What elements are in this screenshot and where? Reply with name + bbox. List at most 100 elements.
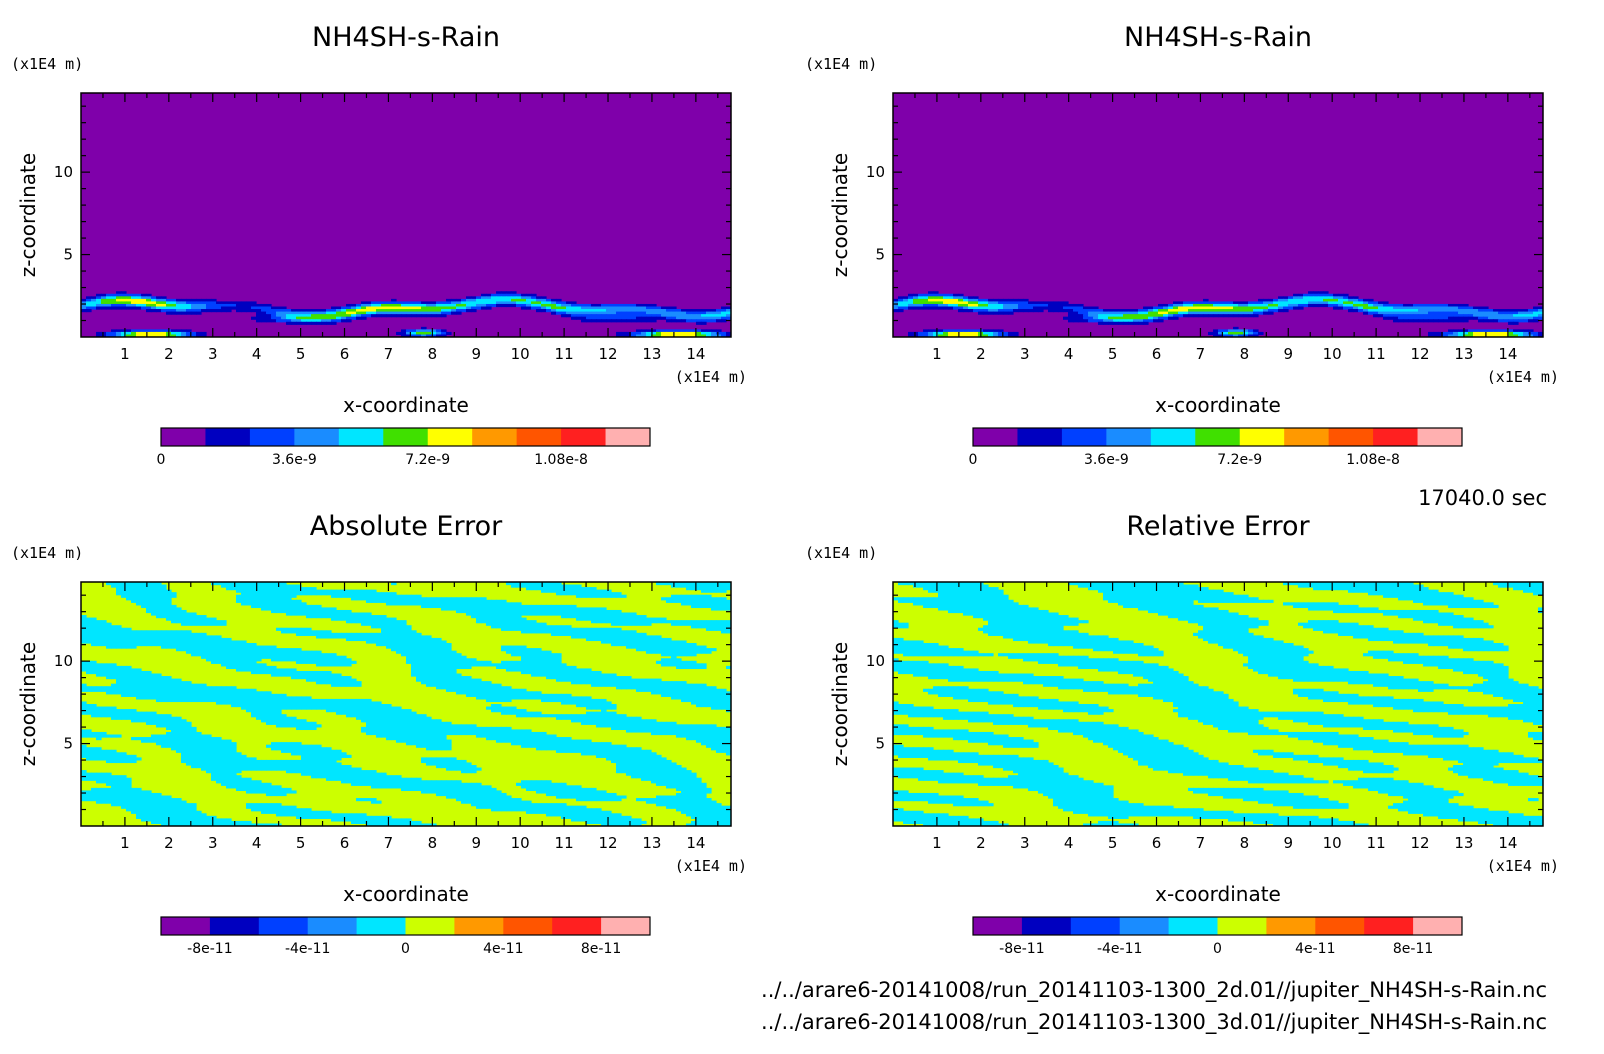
colorbar-swatch	[1195, 428, 1241, 446]
heatmap-cell	[486, 622, 492, 626]
heatmap-cell	[1033, 306, 1039, 310]
heatmap-cell	[271, 594, 277, 598]
heatmap-cell	[401, 306, 407, 310]
heatmap-cell	[606, 311, 612, 315]
heatmap-cell	[251, 660, 257, 664]
heatmap-cell	[1383, 303, 1389, 308]
heatmap-cell	[963, 303, 969, 308]
heatmap-cell	[1533, 309, 1539, 313]
heatmap-cell	[381, 632, 387, 636]
heatmap-cell	[546, 630, 552, 634]
heatmap-cell	[371, 704, 377, 708]
heatmap-cell	[181, 301, 187, 305]
heatmap-cell	[581, 587, 587, 591]
heatmap-cell	[661, 597, 667, 601]
heatmap-cell	[431, 309, 437, 313]
heatmap-cell	[1468, 311, 1474, 315]
heatmap-cell	[461, 602, 467, 606]
heatmap-cell	[331, 681, 337, 685]
heatmap-cell	[481, 609, 487, 614]
heatmap-cell	[281, 627, 287, 631]
heatmap-cell	[441, 607, 447, 611]
heatmap-cell	[1473, 309, 1479, 313]
heatmap-cell	[391, 298, 397, 303]
heatmap-cell	[81, 298, 87, 303]
heatmap-cell	[211, 635, 217, 639]
heatmap-cell	[1528, 319, 1534, 323]
heatmap-cell	[416, 594, 422, 598]
heatmap-cell	[686, 584, 692, 588]
heatmap-cell	[1048, 303, 1054, 308]
heatmap-cell	[121, 331, 127, 336]
heatmap-cell	[621, 306, 627, 310]
heatmap-cell	[91, 306, 97, 310]
heatmap-cell	[406, 306, 412, 310]
heatmap-cell	[156, 696, 162, 700]
heatmap-cell	[576, 678, 582, 682]
heatmap-cell	[656, 329, 662, 333]
heatmap-cell	[511, 622, 517, 626]
heatmap-cell	[216, 301, 222, 305]
heatmap-cell	[1013, 309, 1019, 313]
heatmap-cell	[86, 637, 92, 642]
heatmap-cell	[401, 653, 407, 657]
heatmap-cell	[346, 592, 352, 596]
heatmap-cell	[296, 311, 302, 315]
heatmap-cell	[1413, 316, 1419, 320]
heatmap-cell	[576, 681, 582, 685]
heatmap-cell	[266, 655, 272, 659]
heatmap-cell	[156, 584, 162, 588]
heatmap-cell	[521, 670, 527, 675]
x-tick-label: 4	[1064, 345, 1074, 363]
heatmap-cell	[446, 683, 452, 687]
heatmap-cell	[586, 630, 592, 634]
heatmap-cell	[316, 311, 322, 315]
heatmap-cell	[456, 607, 462, 611]
heatmap-cell	[451, 607, 457, 611]
heatmap-cell	[521, 648, 527, 652]
heatmap-cell	[531, 612, 537, 616]
heatmap-cell	[601, 698, 607, 703]
heatmap-cell	[496, 607, 502, 611]
heatmap-cell	[201, 650, 207, 654]
heatmap-cell	[596, 620, 602, 624]
heatmap-cell	[581, 696, 587, 700]
heatmap-cell	[476, 303, 482, 308]
heatmap-cell	[571, 311, 577, 315]
heatmap-cell	[356, 311, 362, 315]
heatmap-cell	[983, 334, 989, 337]
heatmap-cell	[266, 319, 272, 323]
heatmap-cell	[171, 592, 177, 596]
heatmap-cell	[958, 296, 964, 300]
heatmap-cell	[1208, 301, 1214, 305]
heatmap-cell	[321, 309, 327, 313]
heatmap-cell	[1528, 334, 1534, 337]
x-unit-label: (x1E4 m)	[675, 857, 747, 875]
heatmap-cell	[271, 696, 277, 700]
heatmap-cell	[566, 584, 572, 588]
heatmap-cell	[246, 309, 252, 313]
heatmap-cell	[1158, 316, 1164, 320]
heatmap-cell	[211, 306, 217, 310]
heatmap-cell	[1353, 301, 1359, 305]
heatmap-cell	[626, 676, 632, 680]
heatmap-cell	[401, 630, 407, 634]
heatmap-cell	[1123, 314, 1129, 318]
heatmap-cell	[1278, 301, 1284, 305]
heatmap-cell	[666, 582, 672, 586]
heatmap-cell	[938, 331, 944, 336]
heatmap-cell	[91, 301, 97, 305]
heatmap-cell	[136, 688, 142, 692]
heatmap-cell	[376, 643, 382, 647]
y-tick-label: 5	[875, 246, 885, 264]
heatmap-cell	[356, 615, 362, 619]
heatmap-cell	[301, 670, 307, 675]
heatmap-cell	[586, 615, 592, 619]
heatmap-cell	[216, 306, 222, 310]
heatmap-cell	[486, 303, 492, 308]
heatmap-cell	[191, 301, 197, 305]
heatmap-cell	[511, 648, 517, 652]
heatmap-cell	[246, 698, 252, 703]
heatmap-cell	[948, 329, 954, 333]
heatmap-cell	[551, 630, 557, 634]
